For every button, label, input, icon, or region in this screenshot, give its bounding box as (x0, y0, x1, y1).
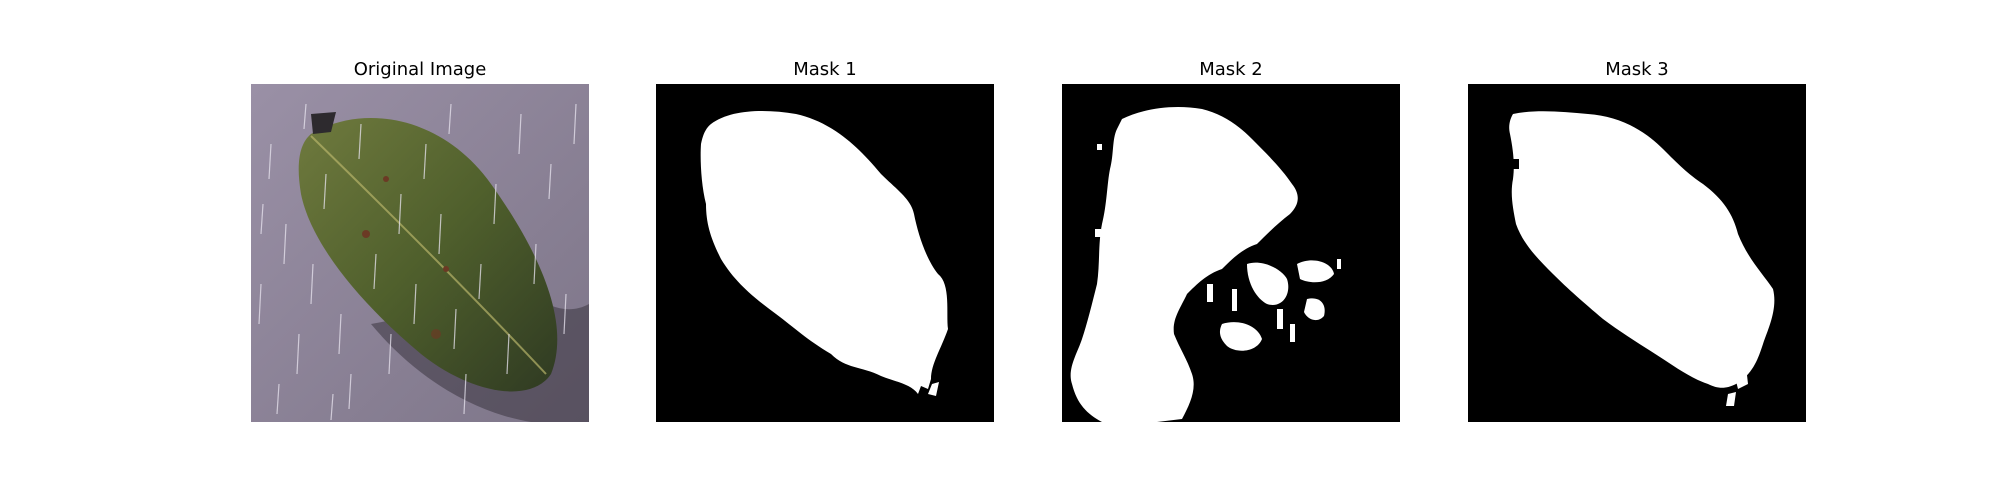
mask-3 (1468, 84, 1806, 422)
mask-3-image (1468, 84, 1806, 422)
mask-1 (656, 84, 994, 422)
panel-title: Mask 3 (1605, 59, 1669, 80)
mask-2 (1062, 84, 1400, 422)
mask-2-image (1062, 84, 1400, 422)
mask-region (1070, 107, 1298, 422)
mask-region (700, 111, 948, 395)
mask-region (1509, 111, 1775, 388)
panel-title: Original Image (353, 59, 487, 80)
mask-1-image (656, 84, 994, 422)
original-image (251, 84, 589, 422)
panel-title: Mask 1 (793, 59, 857, 80)
leaf-photo (251, 84, 589, 422)
panel-title: Mask 2 (1199, 59, 1263, 80)
